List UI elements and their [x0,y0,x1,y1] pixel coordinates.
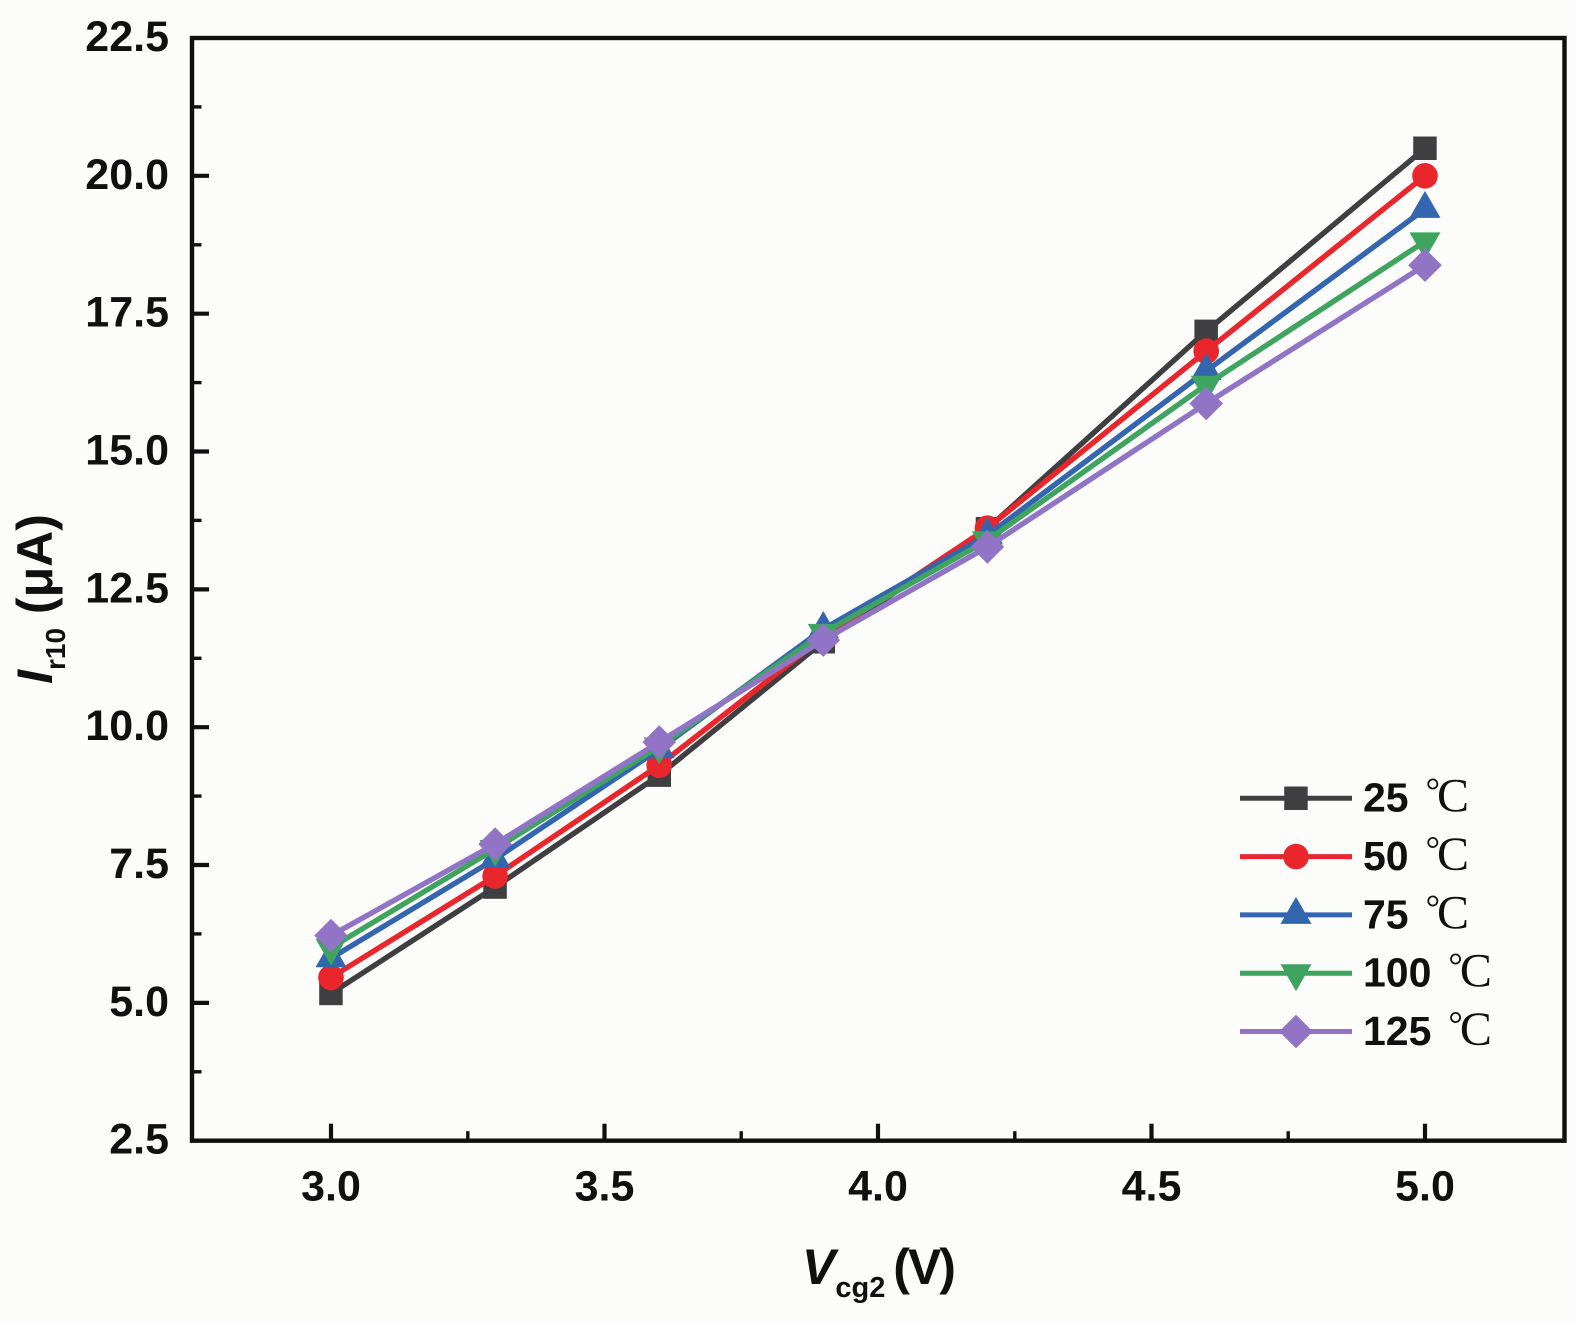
svg-text:Vcg2 (V): Vcg2 (V) [802,1239,954,1304]
svg-text:20.0: 20.0 [85,151,169,199]
svg-text:3.0: 3.0 [301,1163,361,1211]
svg-text:7.5: 7.5 [109,840,169,888]
svg-text:5.0: 5.0 [109,978,169,1026]
svg-text:17.5: 17.5 [85,289,169,337]
svg-text:10.0: 10.0 [85,702,169,750]
svg-text:22.5: 22.5 [85,13,169,61]
svg-text:4.0: 4.0 [848,1163,908,1211]
svg-text:12.5: 12.5 [85,564,169,612]
svg-text:15.0: 15.0 [85,427,169,475]
svg-text:5.0: 5.0 [1395,1163,1455,1211]
svg-text:100°C: 100 °C [1363,945,1492,998]
svg-text:4.5: 4.5 [1122,1163,1182,1211]
svg-text:3.5: 3.5 [575,1163,635,1211]
svg-text:Ir10 (μA): Ir10 (μA) [7,514,71,684]
svg-text:2.5: 2.5 [109,1116,169,1164]
svg-text:125°C: 125 °C [1363,1003,1492,1056]
